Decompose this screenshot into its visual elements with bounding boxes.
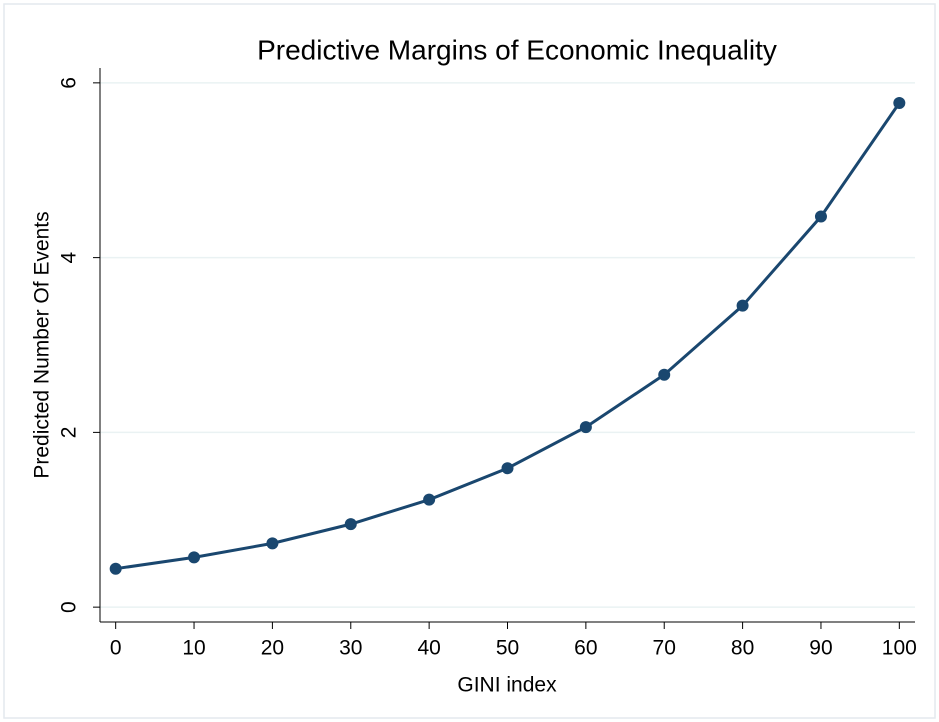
x-tick-label: 90 <box>809 637 832 660</box>
data-point <box>579 421 592 434</box>
figure-frame <box>3 3 936 719</box>
data-point <box>501 462 514 475</box>
x-tick-label: 10 <box>182 637 205 660</box>
data-point <box>658 368 671 381</box>
data-point <box>736 299 749 312</box>
data-point <box>893 96 906 109</box>
y-tick-label: 6 <box>58 77 81 89</box>
x-tick-label: 0 <box>110 637 122 660</box>
data-point <box>188 551 201 564</box>
y-tick-label: 2 <box>58 427 81 439</box>
x-tick-label: 40 <box>417 637 440 660</box>
data-point <box>266 537 279 550</box>
x-tick-label: 70 <box>653 637 676 660</box>
x-tick-label: 100 <box>882 637 917 660</box>
data-point <box>814 210 827 223</box>
y-axis-label: Predicted Number Of Events <box>31 211 54 478</box>
chart-title: Predictive Margins of Economic Inequalit… <box>257 34 777 65</box>
data-point <box>423 493 436 506</box>
data-point <box>109 562 122 575</box>
x-tick-label: 80 <box>731 637 754 660</box>
x-tick-label: 60 <box>574 637 597 660</box>
y-tick-label: 0 <box>58 601 81 613</box>
x-tick-label: 30 <box>339 637 362 660</box>
x-tick-label: 50 <box>496 637 519 660</box>
x-tick-label: 20 <box>261 637 284 660</box>
x-axis-label: GINI index <box>457 674 557 697</box>
y-tick-label: 4 <box>58 251 81 263</box>
data-point <box>344 518 357 531</box>
